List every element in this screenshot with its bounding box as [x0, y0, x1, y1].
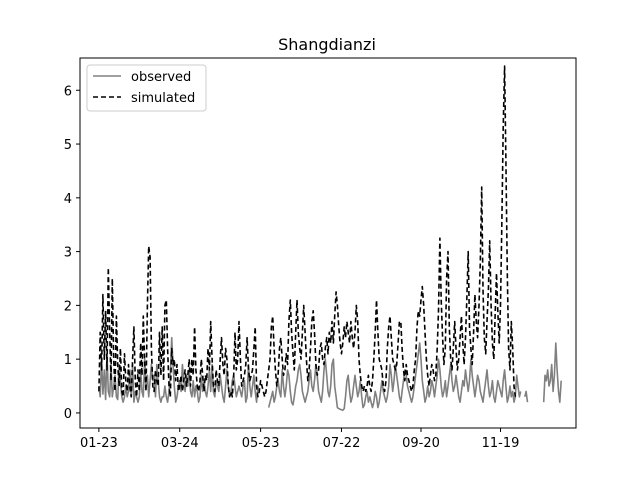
- y-axis: 0 1 2 3 4 5 6: [64, 84, 80, 422]
- series-line-simulated: [98, 65, 517, 398]
- legend-simulated-label: simulated: [131, 91, 195, 106]
- plot-frame: [79, 57, 577, 429]
- x-tick-label: 03-24: [161, 436, 199, 451]
- x-tick-label: 11-19: [482, 436, 520, 451]
- y-tick-label: 0: [64, 407, 72, 422]
- legend: observed simulated: [86, 64, 207, 112]
- x-tick-label: 01-23: [80, 436, 118, 451]
- x-axis: 01-23 03-24 05-23 07-22 09-20 11-19: [80, 428, 519, 451]
- chart-title: Shangdianzi: [278, 35, 376, 54]
- y-tick-label: 5: [64, 138, 72, 153]
- x-tick-label: 05-23: [242, 436, 280, 451]
- legend-observed-label: observed: [131, 70, 191, 85]
- x-tick-label: 07-22: [323, 436, 361, 451]
- y-tick-label: 3: [64, 246, 72, 261]
- y-tick-label: 6: [64, 84, 72, 99]
- y-tick-label: 4: [64, 192, 72, 207]
- x-tick-label: 09-20: [402, 436, 440, 451]
- series-line-observed: [98, 336, 562, 412]
- y-tick-label: 2: [64, 299, 72, 314]
- y-tick-label: 1: [64, 353, 72, 368]
- plot-area: [98, 65, 562, 412]
